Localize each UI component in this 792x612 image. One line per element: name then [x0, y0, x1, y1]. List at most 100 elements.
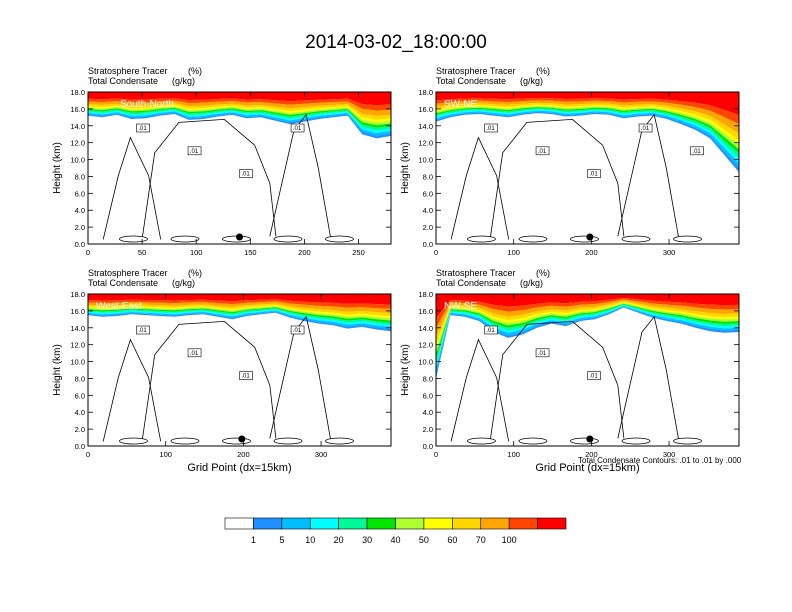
location-marker — [586, 233, 594, 241]
panel-title-tracer-units: (%) — [188, 66, 202, 76]
contour-line — [617, 113, 679, 237]
y-tick-label: 0.0 — [75, 442, 85, 451]
contour-label-box — [239, 371, 253, 380]
contour-label-box — [136, 325, 150, 335]
y-tick-label: 4.0 — [423, 206, 433, 215]
colorbar: 1 5 10 20 30 40 50 60 70 100 — [224, 517, 567, 545]
tracer-field — [88, 92, 391, 243]
condensate-contours — [102, 315, 354, 445]
panel-sw-ne: .01 .01 .01 .01 .01 0.0 2.0 4.0 6.0 8.0 10.0 12.0 14… — [400, 66, 740, 257]
panel-name: SW-NE — [444, 99, 477, 110]
condensate-contours — [102, 113, 354, 243]
contour-line — [490, 320, 625, 439]
colorbar-label: 100 — [502, 535, 517, 545]
contour-label: .01 — [589, 374, 598, 380]
contour-label: .01 — [589, 172, 598, 178]
tracer-band-5 — [88, 306, 391, 321]
colorbar-swatch — [480, 517, 510, 530]
colorbar-label: 40 — [390, 535, 400, 545]
contour-label: .01 — [138, 328, 147, 334]
location-marker — [586, 435, 594, 443]
tracer-band-2 — [88, 301, 391, 314]
tracer-band-4 — [88, 105, 391, 123]
contour-label: .01 — [486, 328, 495, 334]
y-tick-label: 4.0 — [75, 206, 85, 215]
colorbar-swatch — [452, 517, 482, 530]
colorbar-swatch — [508, 517, 538, 530]
panel-title-condensate-units: (g/kg) — [172, 76, 195, 86]
x-tick-label: 50 — [138, 248, 146, 257]
y-tick-label: 12.0 — [418, 341, 433, 350]
y-tick-label: 16.0 — [418, 105, 433, 114]
contour-loop — [518, 235, 548, 243]
tracer-band-6 — [88, 107, 391, 128]
x-tick-label: 200 — [237, 450, 250, 459]
tracer-band-1 — [88, 98, 391, 111]
panel-title-condensate: Total Condensate — [436, 76, 506, 86]
y-tick-label: 4.0 — [423, 408, 433, 417]
y-tick-label: 14.0 — [70, 324, 85, 333]
contour-label: .01 — [293, 328, 302, 334]
panel-frame — [87, 91, 392, 245]
contour-line — [102, 338, 162, 442]
panel-name: West-East — [96, 301, 142, 312]
contour-label-box — [239, 169, 253, 178]
x-tick-label: 200 — [298, 248, 311, 257]
x-tick-label: 200 — [585, 450, 598, 459]
x-tick-label: 300 — [663, 450, 676, 459]
contour-loop — [222, 437, 251, 445]
contour-loop — [170, 235, 200, 243]
contour-loop — [621, 437, 651, 445]
tracer-band-9 — [88, 111, 391, 136]
contour-label-box — [136, 123, 150, 133]
panel-name: NW-SE — [444, 301, 477, 312]
colorbar-label: 20 — [334, 535, 344, 545]
y-tick-label: 0.0 — [75, 240, 85, 249]
contour-label: .01 — [293, 126, 302, 132]
tracer-band-3 — [436, 300, 739, 345]
colorbar-label: 10 — [305, 535, 315, 545]
tracer-band-2 — [436, 299, 739, 338]
x-tick-label: 0 — [434, 450, 438, 459]
tracer-band-4 — [88, 305, 391, 319]
panel-title-tracer-units: (%) — [536, 268, 550, 278]
contour-label-box — [587, 169, 601, 178]
panel-west-east: .01 .01 .01 .01 0.0 2.0 4.0 6.0 8.0 10.0 12.0 14.0 1… — [52, 268, 392, 474]
y-tick-label: 8.0 — [423, 374, 433, 383]
tracer-field — [436, 294, 739, 445]
colorbar-swatch — [395, 517, 425, 530]
colorbar-swatch — [224, 517, 254, 530]
y-tick-label: 6.0 — [423, 189, 433, 198]
colorbar-swatch — [366, 517, 396, 530]
panel-title-condensate: Total Condensate — [436, 278, 506, 288]
tracer-band-0 — [88, 294, 391, 305]
y-tick-label: 6.0 — [75, 189, 85, 198]
tracer-band-1 — [436, 98, 739, 125]
contour-line — [450, 136, 510, 240]
tracer-band-1 — [88, 299, 391, 309]
contour-loop — [467, 235, 496, 243]
panel-title-tracer: Stratosphere Tracer — [88, 66, 168, 76]
y-tick-label: 6.0 — [75, 391, 85, 400]
y-tick-label: 18.0 — [70, 290, 85, 299]
contour-label-box — [187, 348, 202, 358]
y-tick-label: 2.0 — [423, 425, 433, 434]
contour-loop — [570, 437, 599, 445]
contour-label-box — [535, 348, 550, 358]
colorbar-label: 5 — [279, 535, 284, 545]
x-tick-label: 100 — [507, 450, 520, 459]
colorbar-swatch — [338, 517, 368, 530]
condensate-contours — [450, 113, 702, 243]
y-tick-label: 16.0 — [418, 307, 433, 316]
tracer-band-0 — [88, 92, 391, 106]
contour-line — [142, 118, 277, 237]
colorbar-swatch — [253, 517, 283, 530]
contour-loop — [273, 235, 303, 243]
contour-label: .01 — [241, 172, 250, 178]
colorbar-swatch — [281, 517, 311, 530]
tracer-band-5 — [88, 106, 391, 126]
panel-south-north: .01 .01 .01 .01 0.0 2.0 4.0 6.0 8.0 10.0 12.0 14.0 1… — [52, 66, 392, 257]
y-tick-label: 8.0 — [75, 374, 85, 383]
contour-label-box — [187, 146, 202, 156]
y-axis-label: Height (km) — [52, 344, 63, 396]
